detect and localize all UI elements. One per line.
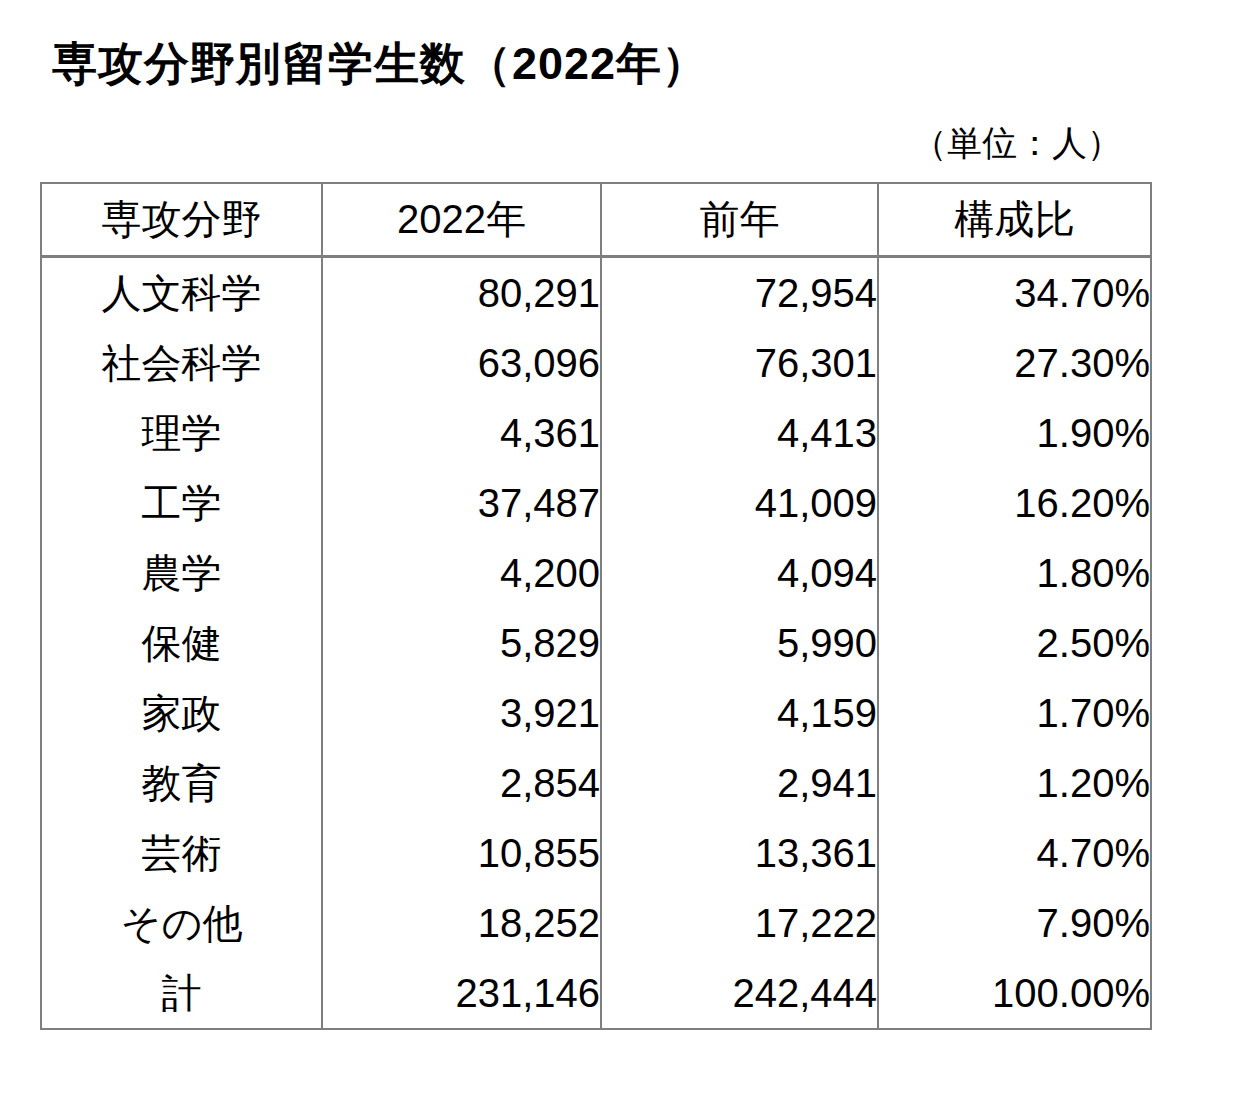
table-row: 家政 3,921 4,159 1.70% xyxy=(41,678,1151,748)
table-header: 専攻分野 2022年 前年 構成比 xyxy=(41,183,1151,257)
field-cell: 家政 xyxy=(41,678,322,748)
prev-year-cell: 2,941 xyxy=(601,748,878,818)
page: 専攻分野別留学生数（2022年） （単位：人） 専攻分野 2022年 前年 構成… xyxy=(0,0,1242,1094)
value-2022-cell: 4,361 xyxy=(322,398,601,468)
value-2022-cell: 10,855 xyxy=(322,818,601,888)
prev-year-cell: 4,413 xyxy=(601,398,878,468)
value-2022-cell: 63,096 xyxy=(322,328,601,398)
share-cell: 7.90% xyxy=(878,888,1151,958)
share-cell: 2.50% xyxy=(878,608,1151,678)
table-row: その他 18,252 17,222 7.90% xyxy=(41,888,1151,958)
field-cell: 人文科学 xyxy=(41,257,322,329)
value-2022-cell: 4,200 xyxy=(322,538,601,608)
field-cell: 社会科学 xyxy=(41,328,322,398)
field-cell: その他 xyxy=(41,888,322,958)
table-row: 農学 4,200 4,094 1.80% xyxy=(41,538,1151,608)
value-2022-cell: 37,487 xyxy=(322,468,601,538)
header-row: 専攻分野 2022年 前年 構成比 xyxy=(41,183,1151,257)
table-row: 社会科学 63,096 76,301 27.30% xyxy=(41,328,1151,398)
value-2022-cell: 231,146 xyxy=(322,958,601,1029)
prev-year-cell: 4,094 xyxy=(601,538,878,608)
value-2022-cell: 18,252 xyxy=(322,888,601,958)
prev-year-cell: 5,990 xyxy=(601,608,878,678)
prev-year-cell: 41,009 xyxy=(601,468,878,538)
table-row: 理学 4,361 4,413 1.90% xyxy=(41,398,1151,468)
prev-year-cell: 13,361 xyxy=(601,818,878,888)
share-cell: 34.70% xyxy=(878,257,1151,329)
share-cell: 16.20% xyxy=(878,468,1151,538)
field-cell: 教育 xyxy=(41,748,322,818)
table-body: 人文科学 80,291 72,954 34.70% 社会科学 63,096 76… xyxy=(41,257,1151,1030)
share-cell: 1.70% xyxy=(878,678,1151,748)
col-header-prev-year: 前年 xyxy=(601,183,878,257)
share-cell: 27.30% xyxy=(878,328,1151,398)
col-header-2022: 2022年 xyxy=(322,183,601,257)
table-row: 教育 2,854 2,941 1.20% xyxy=(41,748,1151,818)
prev-year-cell: 76,301 xyxy=(601,328,878,398)
field-cell: 保健 xyxy=(41,608,322,678)
field-cell: 芸術 xyxy=(41,818,322,888)
table-row: 保健 5,829 5,990 2.50% xyxy=(41,608,1151,678)
field-cell: 計 xyxy=(41,958,322,1029)
page-title: 専攻分野別留学生数（2022年） xyxy=(52,34,708,94)
table-row: 人文科学 80,291 72,954 34.70% xyxy=(41,257,1151,329)
value-2022-cell: 3,921 xyxy=(322,678,601,748)
field-cell: 理学 xyxy=(41,398,322,468)
unit-note: （単位：人） xyxy=(40,120,1122,167)
value-2022-cell: 2,854 xyxy=(322,748,601,818)
prev-year-cell: 4,159 xyxy=(601,678,878,748)
share-cell: 1.20% xyxy=(878,748,1151,818)
field-cell: 農学 xyxy=(41,538,322,608)
value-2022-cell: 80,291 xyxy=(322,257,601,329)
prev-year-cell: 72,954 xyxy=(601,257,878,329)
share-cell: 100.00% xyxy=(878,958,1151,1029)
field-cell: 工学 xyxy=(41,468,322,538)
table-row: 芸術 10,855 13,361 4.70% xyxy=(41,818,1151,888)
col-header-field: 専攻分野 xyxy=(41,183,322,257)
share-cell: 1.90% xyxy=(878,398,1151,468)
prev-year-cell: 242,444 xyxy=(601,958,878,1029)
table-row: 工学 37,487 41,009 16.20% xyxy=(41,468,1151,538)
value-2022-cell: 5,829 xyxy=(322,608,601,678)
share-cell: 4.70% xyxy=(878,818,1151,888)
prev-year-cell: 17,222 xyxy=(601,888,878,958)
table-row total-row: 計 231,146 242,444 100.00% xyxy=(41,958,1151,1029)
share-cell: 1.80% xyxy=(878,538,1151,608)
students-by-field-table: 専攻分野 2022年 前年 構成比 人文科学 80,291 72,954 34.… xyxy=(40,182,1152,1030)
col-header-share: 構成比 xyxy=(878,183,1151,257)
